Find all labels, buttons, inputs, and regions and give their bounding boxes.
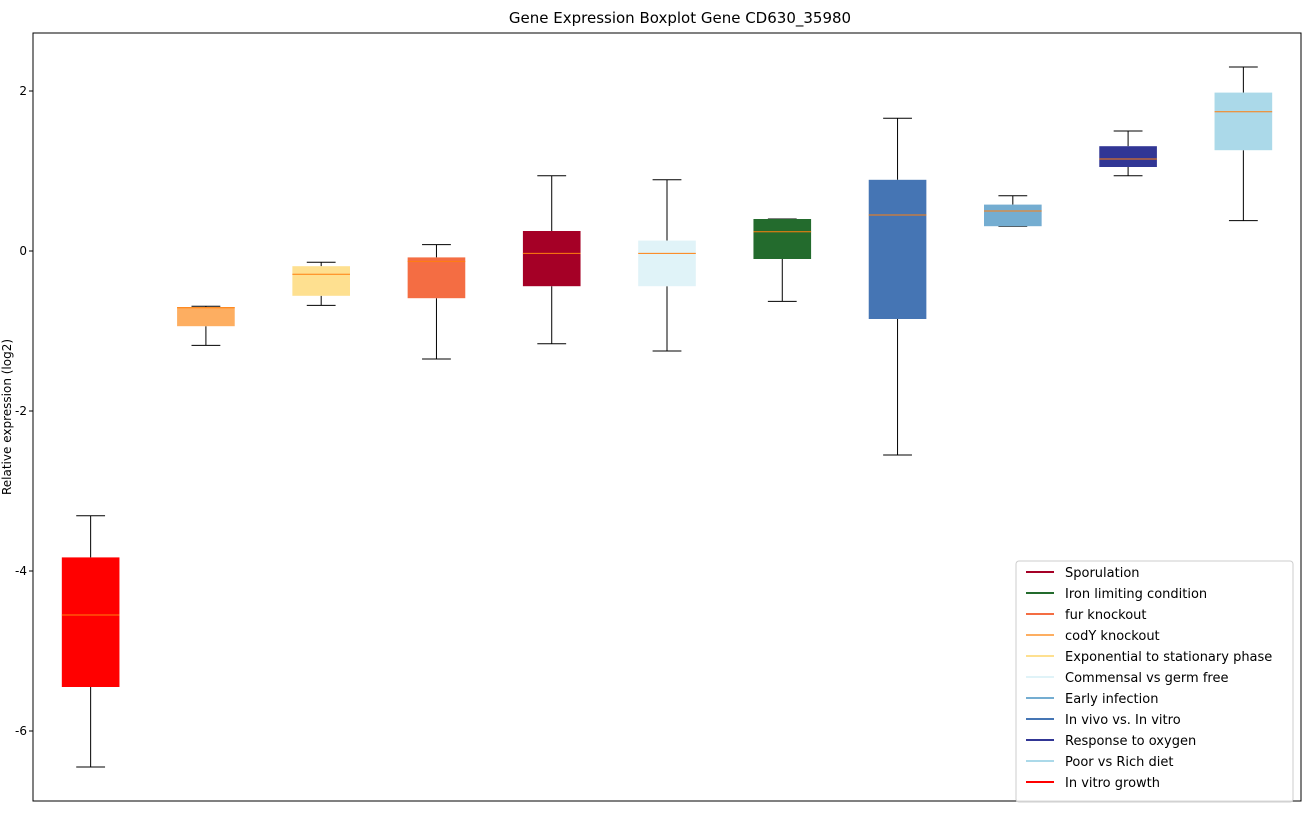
box-body bbox=[61, 557, 120, 687]
box-body bbox=[522, 231, 581, 287]
box-cody-knockout bbox=[177, 305, 235, 346]
chart-title: Gene Expression Boxplot Gene CD630_35980 bbox=[509, 9, 851, 28]
box-exponential-to-stationary-phase bbox=[292, 261, 350, 306]
box-body bbox=[177, 307, 235, 327]
legend: Sporulation Iron limiting condition fur kn… bbox=[1015, 560, 1294, 803]
y-tick-label: -2 bbox=[15, 404, 27, 418]
y-tick-label: -4 bbox=[15, 564, 27, 578]
legend-label: Iron limiting condition bbox=[1065, 587, 1207, 602]
box-commensal-vs-germ-free bbox=[638, 179, 696, 352]
box-fur-knockout bbox=[407, 244, 466, 360]
legend-label: Response to oxygen bbox=[1065, 734, 1196, 749]
y-tick-label: -6 bbox=[15, 724, 27, 738]
legend-label: Poor vs Rich diet bbox=[1065, 755, 1173, 770]
legend-label: In vivo vs. In vitro bbox=[1065, 713, 1181, 728]
legend-label: fur knockout bbox=[1065, 608, 1147, 623]
box-sporulation bbox=[522, 175, 581, 345]
box-in-vitro-growth bbox=[61, 515, 120, 768]
y-tick-label: 0 bbox=[19, 244, 27, 258]
box-body bbox=[638, 240, 696, 287]
legend-label: Commensal vs germ free bbox=[1065, 671, 1228, 686]
box-in-vivo-vs-in-vitro bbox=[868, 117, 927, 456]
box-body bbox=[984, 204, 1042, 227]
y-axis-label: Relative expression (log2) bbox=[0, 339, 14, 495]
box-body bbox=[1099, 146, 1157, 167]
legend-label: Sporulation bbox=[1065, 566, 1140, 581]
box-early-infection bbox=[984, 195, 1042, 227]
legend-frame bbox=[1015, 560, 1294, 803]
box-response-to-oxygen bbox=[1099, 130, 1157, 177]
box-body bbox=[753, 219, 812, 259]
box-body bbox=[407, 257, 466, 299]
legend-label: Early infection bbox=[1065, 692, 1158, 707]
plot-frame bbox=[32, 32, 1302, 802]
legend-label: codY knockout bbox=[1065, 629, 1160, 644]
box-body bbox=[292, 266, 350, 296]
box-iron-limiting-condition bbox=[753, 218, 812, 302]
box-poor-vs-rich-diet bbox=[1214, 66, 1273, 222]
legend-label: Exponential to stationary phase bbox=[1065, 650, 1272, 665]
y-tick-label: 2 bbox=[19, 84, 27, 98]
box-body bbox=[1214, 92, 1273, 151]
legend-label: In vitro growth bbox=[1065, 776, 1160, 791]
box-body bbox=[868, 179, 927, 319]
